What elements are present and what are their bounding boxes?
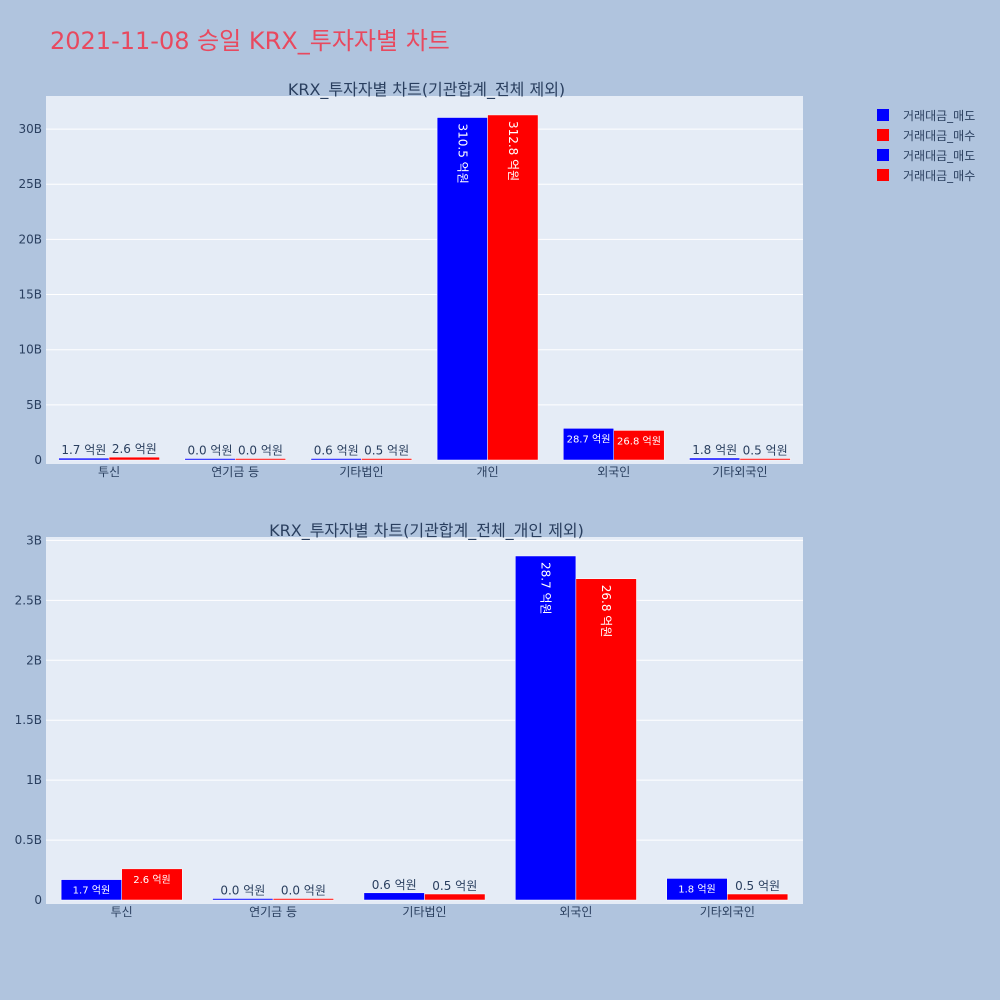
bar-value-label: 26.8 억원 — [599, 585, 613, 638]
bar-sell[interactable] — [310, 458, 362, 461]
bar-value-label: 0.5 억원 — [364, 444, 409, 458]
legend-swatch — [877, 109, 889, 121]
bar-value-label: 26.8 억원 — [617, 435, 661, 447]
legend-item[interactable]: 거래대금_매도 — [877, 149, 975, 163]
bar-value-label: 0.6 억원 — [314, 444, 359, 458]
bar-buy[interactable] — [121, 868, 183, 901]
y-tick-label: 25B — [18, 177, 42, 191]
bar-sell[interactable] — [212, 898, 274, 901]
bar-value-label: 1.7 억원 — [61, 443, 106, 457]
chart-2: 0 0.5B 1B 1.5B 2B 2.5B 3B KRX_투자자별 차트(기관합계_전체_개… — [15, 521, 803, 919]
page-title: 2021-11-08 승일 KRX_투자자별 차트 — [50, 27, 450, 55]
bar-value-label: 2.6 억원 — [133, 874, 170, 886]
bar-value-label: 1.8 억원 — [692, 443, 737, 457]
y-tick-label: 0.5B — [15, 833, 42, 847]
bar-value-label: 0.0 억원 — [220, 884, 265, 898]
bar-buy[interactable] — [575, 578, 637, 901]
legend-label: 거래대금_매수 — [903, 129, 975, 143]
bar-value-label: 310.5 억원 — [455, 124, 469, 184]
bar-value-label: 2.6 억원 — [112, 442, 157, 456]
x-tick-label: 외국인 — [597, 465, 630, 479]
x-tick-label: 개인 — [477, 465, 499, 479]
chart-title: KRX_투자자별 차트(기관합계_전체 제외) — [288, 80, 565, 100]
x-tick-label: 기타외국인 — [712, 465, 767, 479]
bar-sell[interactable] — [689, 457, 741, 461]
bar-value-label: 0.5 억원 — [432, 879, 477, 893]
bar-buy[interactable] — [424, 893, 486, 901]
bar-buy[interactable] — [727, 893, 789, 901]
y-tick-label: 2.5B — [15, 593, 42, 607]
bar-buy[interactable] — [108, 456, 160, 461]
x-tick-label: 연기금 등 — [211, 465, 259, 479]
legend-swatch — [877, 129, 889, 141]
bar-value-label: 0.0 억원 — [188, 444, 233, 458]
bar-value-label: 1.8 억원 — [678, 883, 715, 895]
legend-label: 거래대금_매도 — [903, 149, 975, 163]
bar-buy[interactable] — [361, 458, 413, 461]
y-tick-label: 3B — [26, 533, 42, 547]
legend-swatch — [877, 149, 889, 161]
x-tick-label: 외국인 — [559, 905, 592, 919]
y-tick-label: 2B — [26, 653, 42, 667]
bar-value-label: 312.8 억원 — [506, 121, 520, 181]
bar-sell[interactable] — [515, 555, 577, 901]
x-tick-label: 투신 — [98, 465, 120, 479]
y-tick-label: 1B — [26, 773, 42, 787]
bar-value-label: 28.7 억원 — [567, 433, 611, 445]
bar-sell[interactable] — [436, 117, 488, 461]
x-tick-label: 기타법인 — [402, 905, 446, 919]
y-tick-label: 0 — [34, 893, 42, 907]
bar-buy[interactable] — [235, 458, 286, 461]
bar-sell[interactable] — [58, 457, 110, 461]
legend-label: 거래대금_매도 — [903, 109, 975, 123]
x-tick-label: 연기금 등 — [249, 905, 297, 919]
bar-buy[interactable] — [272, 898, 334, 901]
bar-value-label: 1.7 억원 — [73, 885, 110, 897]
bar-value-label: 0.5 억원 — [743, 444, 788, 458]
y-tick-label: 1.5B — [15, 713, 42, 727]
x-tick-label: 투신 — [111, 905, 133, 919]
bar-value-label: 28.7 억원 — [539, 562, 553, 615]
x-tick-label: 기타법인 — [339, 465, 383, 479]
bar-value-label: 0.6 억원 — [372, 878, 417, 892]
legend-item[interactable]: 거래대금_매도 — [877, 109, 975, 123]
legend-label: 거래대금_매수 — [903, 169, 975, 183]
plot-area — [46, 96, 803, 464]
chart-1: 0 5B 10B 15B 20B 25B 30B KRX_투자자별 차트(기관합계_전체 제외… — [18, 80, 803, 479]
y-tick-label: 5B — [26, 398, 42, 412]
legend-item[interactable]: 거래대금_매수 — [877, 129, 975, 143]
y-tick-label: 0 — [34, 453, 42, 467]
chart-title: KRX_투자자별 차트(기관합계_전체_개인 제외) — [269, 521, 584, 541]
bar-value-label: 0.5 억원 — [735, 879, 780, 893]
bar-sell[interactable] — [666, 878, 728, 901]
bar-value-label: 0.0 억원 — [281, 884, 326, 898]
bar-value-label: 0.0 억원 — [238, 444, 283, 458]
bar-sell[interactable] — [363, 892, 425, 901]
y-tick-label: 10B — [18, 343, 42, 357]
bar-sell[interactable] — [184, 458, 236, 461]
y-tick-label: 15B — [18, 288, 42, 302]
bar-buy[interactable] — [487, 114, 539, 461]
bar-buy[interactable] — [739, 458, 791, 461]
legend-item[interactable]: 거래대금_매수 — [877, 169, 975, 183]
x-tick-label: 기타외국인 — [700, 905, 755, 919]
legend-swatch — [877, 169, 889, 181]
y-tick-label: 30B — [18, 122, 42, 136]
y-tick-label: 20B — [18, 232, 42, 246]
bar-buy[interactable] — [613, 430, 665, 461]
